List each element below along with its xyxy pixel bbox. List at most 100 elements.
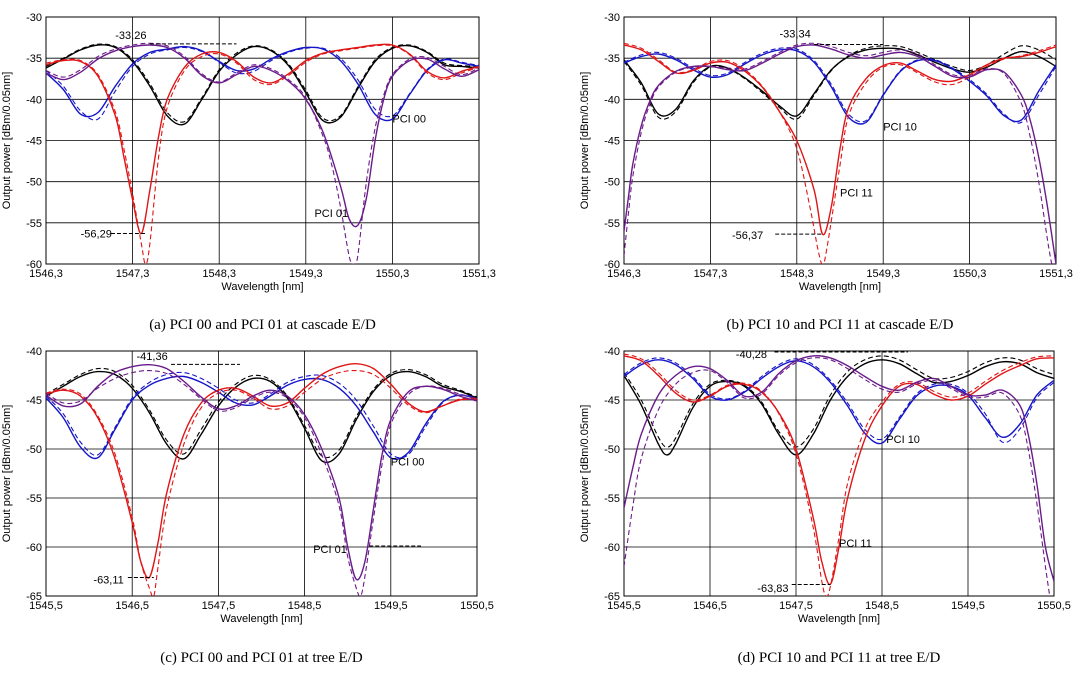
x-tick-label: 1549,5 bbox=[374, 600, 408, 612]
series-line-red-dashed bbox=[624, 42, 1056, 264]
y-axis-label: Output power [dBm/0.05nm] bbox=[579, 72, 591, 210]
series-line-purple-dashed bbox=[46, 370, 477, 596]
y-tick-label: -60 bbox=[604, 259, 620, 271]
y-tick-label: -60 bbox=[26, 542, 42, 554]
x-tick-label: 1550,5 bbox=[1037, 600, 1071, 612]
series-line-purple-solid bbox=[46, 44, 479, 228]
series-label: PCI 11 bbox=[839, 538, 872, 550]
y-tick-label: -40 bbox=[604, 346, 620, 358]
x-tick-label: 1550,3 bbox=[953, 268, 987, 280]
series-line-purple-solid bbox=[46, 363, 477, 581]
series-line-purple-dashed bbox=[46, 42, 479, 264]
y-axis-label: Output power [dBm/0.05nm] bbox=[1, 405, 13, 543]
value-annotation: -56,37 bbox=[732, 230, 763, 242]
y-tick-label: -50 bbox=[604, 444, 620, 456]
series-group bbox=[624, 353, 1054, 596]
series-label: PCI 10 bbox=[883, 122, 917, 134]
value-annotation: -33,34 bbox=[780, 28, 811, 40]
series-label: PCI 10 bbox=[886, 434, 920, 446]
chart-panel-c: 1545,5 1546,5 1547,5 1548,5 1549,5 1550,5 -40 -… bbox=[1, 346, 494, 666]
series-line-red-solid bbox=[46, 362, 477, 579]
series-line-black-solid bbox=[46, 370, 477, 464]
panel-caption: (a) PCI 00 and PCI 01 at cascade E/D bbox=[149, 317, 376, 333]
series-group bbox=[46, 362, 477, 596]
x-axis-label: Wavelength [nm] bbox=[798, 613, 880, 625]
series-line-blue-dashed bbox=[46, 371, 477, 459]
series-line-blue-solid bbox=[624, 359, 1054, 445]
y-tick-label: -45 bbox=[26, 136, 42, 148]
series-group bbox=[624, 42, 1056, 264]
series-line-red-dashed bbox=[46, 369, 477, 596]
x-tick-label: 1551,3 bbox=[1039, 268, 1073, 280]
value-annotation: -41,36 bbox=[137, 351, 168, 363]
y-tick-label: -50 bbox=[26, 444, 42, 456]
series-line-blue-dashed bbox=[624, 357, 1054, 444]
series-line-black-dashed bbox=[624, 355, 1054, 448]
y-tick-label: -30 bbox=[26, 12, 42, 24]
series-line-black-dashed bbox=[46, 43, 479, 123]
x-tick-label: 1549,3 bbox=[866, 268, 900, 280]
x-tick-label: 1546,3 bbox=[29, 268, 63, 280]
x-tick-label: 1549,5 bbox=[951, 600, 985, 612]
value-annotation: -63,11 bbox=[93, 574, 123, 586]
x-tick-label: 1547,3 bbox=[694, 268, 728, 280]
y-tick-label: -55 bbox=[26, 493, 42, 505]
y-tick-label: -65 bbox=[604, 591, 620, 603]
y-tick-label: -35 bbox=[26, 53, 42, 65]
y-tick-label: -60 bbox=[26, 259, 42, 271]
series-label: PCI 01 bbox=[313, 544, 347, 556]
value-annotation: -33,26 bbox=[115, 30, 146, 42]
y-tick-label: -55 bbox=[604, 493, 620, 505]
x-tick-label: 1547,5 bbox=[202, 600, 236, 612]
series-label: PCI 01 bbox=[314, 208, 348, 220]
x-tick-label: 1545,5 bbox=[29, 600, 63, 612]
y-tick-label: -40 bbox=[26, 346, 42, 358]
series-label: PCI 00 bbox=[391, 457, 425, 469]
x-tick-label: 1549,3 bbox=[289, 268, 323, 280]
series-line-blue-dashed bbox=[624, 47, 1056, 124]
series-line-purple-solid bbox=[624, 355, 1054, 582]
x-tick-label: 1546,5 bbox=[115, 600, 149, 612]
x-tick-label: 1548,5 bbox=[865, 600, 899, 612]
series-line-black-solid bbox=[46, 44, 479, 126]
panel-caption: (c) PCI 00 and PCI 01 at tree E/D bbox=[160, 650, 363, 666]
series-line-purple-dashed bbox=[624, 357, 1051, 596]
series-line-blue-dashed bbox=[46, 46, 479, 121]
series-line-black-solid bbox=[624, 359, 1054, 456]
chart-panel-d: 1545,5 1546,5 1547,5 1548,5 1549,5 1550,5 -40 -… bbox=[579, 346, 1071, 666]
series-label: PCI 00 bbox=[392, 113, 426, 125]
y-tick-label: -65 bbox=[26, 591, 42, 603]
panel-caption: (b) PCI 10 and PCI 11 at cascade E/D bbox=[727, 317, 954, 333]
x-tick-label: 1548,5 bbox=[288, 600, 322, 612]
y-tick-label: -60 bbox=[604, 542, 620, 554]
y-tick-label: -55 bbox=[604, 218, 620, 230]
x-tick-label: 1551,3 bbox=[462, 268, 496, 280]
x-tick-label: 1546,5 bbox=[693, 600, 727, 612]
y-tick-label: -45 bbox=[604, 395, 620, 407]
series-group bbox=[46, 42, 479, 264]
value-annotation: -63,83 bbox=[757, 583, 788, 595]
x-tick-label: 1550,5 bbox=[460, 600, 494, 612]
series-line-red-solid bbox=[624, 44, 1056, 236]
y-tick-label: -35 bbox=[604, 53, 620, 65]
y-tick-label: -45 bbox=[604, 136, 620, 148]
x-tick-label: 1550,3 bbox=[376, 268, 410, 280]
x-axis-label: Wavelength [nm] bbox=[799, 281, 881, 293]
series-line-black-solid bbox=[624, 47, 1056, 117]
chart-panel-b: 1546,3 1547,3 1548,3 1549,3 1550,3 1551,3 -30 -… bbox=[579, 12, 1073, 333]
y-tick-label: -50 bbox=[26, 177, 42, 189]
x-axis-label: Wavelength [nm] bbox=[221, 281, 303, 293]
panel-caption: (d) PCI 10 and PCI 11 at tree E/D bbox=[738, 650, 941, 666]
chart-panel-a: 1546,3 1547,3 1548,3 1549,3 1550,3 1551,3 -30 -… bbox=[1, 12, 496, 333]
series-line-red-solid bbox=[624, 355, 1054, 586]
y-tick-label: -40 bbox=[26, 94, 42, 106]
y-tick-label: -40 bbox=[604, 94, 620, 106]
y-tick-label: -50 bbox=[604, 177, 620, 189]
y-tick-label: -30 bbox=[604, 12, 620, 24]
y-tick-label: -55 bbox=[26, 218, 42, 230]
plot-area bbox=[45, 350, 478, 597]
x-tick-label: 1546,3 bbox=[607, 268, 641, 280]
x-tick-label: 1545,5 bbox=[607, 600, 641, 612]
y-axis-label: Output power [dBm/0.05nm] bbox=[579, 405, 591, 543]
